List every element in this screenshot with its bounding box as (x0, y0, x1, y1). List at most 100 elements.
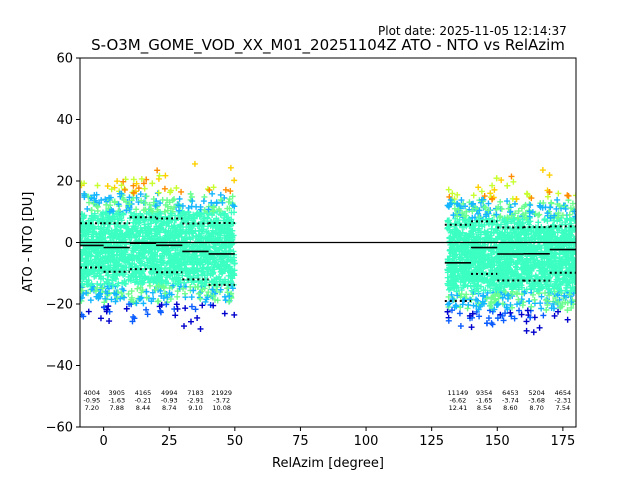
data-point (217, 234, 224, 241)
data-point (527, 202, 534, 209)
data-point (173, 185, 180, 192)
data-point (143, 294, 150, 301)
data-point (130, 182, 137, 189)
data-point (538, 293, 545, 300)
data-point (171, 252, 178, 259)
data-point (538, 305, 545, 312)
data-point (515, 271, 522, 278)
data-point (82, 229, 89, 236)
data-point (468, 287, 475, 294)
data-point (464, 236, 471, 243)
bin-stat-text: 12.41 (449, 404, 468, 412)
data-point (566, 230, 573, 237)
data-point (80, 295, 84, 302)
data-point (114, 215, 121, 222)
data-point (118, 290, 125, 297)
y-tick-label: −20 (46, 298, 73, 313)
data-point (198, 279, 205, 286)
x-tick-label: 75 (292, 434, 309, 449)
data-point (222, 186, 229, 193)
data-point (212, 257, 219, 264)
data-point (152, 286, 159, 293)
x-tick-label: 150 (485, 434, 510, 449)
data-point (206, 236, 213, 243)
data-point (569, 200, 576, 207)
data-point (130, 176, 137, 183)
data-point (105, 214, 112, 221)
data-point (506, 243, 513, 250)
data-point (561, 292, 568, 299)
data-point (527, 275, 534, 282)
data-point (129, 270, 136, 277)
data-point (108, 296, 115, 303)
data-point (102, 196, 109, 203)
data-point (479, 298, 486, 305)
data-point (88, 207, 95, 214)
bin-stat-text: 9354 (476, 389, 493, 397)
data-point (87, 257, 94, 264)
data-point (141, 185, 148, 192)
data-point (166, 285, 173, 292)
data-point (123, 305, 130, 312)
data-point (481, 193, 488, 200)
data-point (534, 226, 541, 233)
data-point (524, 191, 531, 198)
data-point (208, 261, 215, 268)
data-point (106, 208, 113, 215)
bin-stat-text: 7.88 (109, 404, 123, 412)
data-point (227, 257, 234, 264)
data-point (211, 244, 218, 251)
data-point (123, 207, 130, 214)
data-point (499, 216, 506, 223)
data-point (136, 219, 143, 226)
data-point (466, 232, 473, 239)
data-point (103, 258, 110, 265)
data-point (115, 210, 122, 217)
data-point (140, 180, 147, 187)
data-point (126, 201, 133, 208)
data-point (202, 282, 209, 289)
data-point (506, 232, 513, 239)
bin-stat-text: 6453 (502, 389, 519, 397)
data-point (85, 308, 92, 315)
bin-stat-labels: 4004-0.957.20 3905-1.637.88 4165-0.218.44 4… (83, 389, 571, 412)
data-point (535, 287, 542, 294)
data-point (211, 276, 218, 283)
data-point (194, 283, 201, 290)
data-point (97, 315, 104, 322)
data-point (160, 284, 167, 291)
data-point (158, 262, 165, 269)
data-point (465, 277, 472, 284)
x-tick-label: 0 (99, 434, 107, 449)
data-point (227, 278, 234, 285)
data-point (450, 212, 457, 219)
data-point (167, 296, 174, 303)
data-point (199, 302, 206, 309)
bin-stat-text: 7.54 (556, 404, 570, 412)
data-point (114, 228, 121, 235)
data-point (453, 303, 460, 310)
data-point (544, 193, 551, 200)
data-point (182, 305, 189, 312)
data-point (162, 213, 169, 220)
data-point (99, 285, 106, 292)
data-point (476, 313, 483, 320)
data-point (143, 255, 150, 262)
data-point (172, 312, 179, 319)
data-point (480, 292, 487, 299)
data-point (130, 313, 137, 320)
data-point (137, 260, 144, 267)
data-point (521, 203, 528, 210)
data-point (172, 280, 179, 287)
data-point (188, 303, 195, 310)
data-point (162, 265, 169, 272)
data-point (543, 297, 550, 304)
data-point (226, 293, 233, 300)
data-point (467, 269, 474, 276)
chart-title: S-O3M_GOME_VOD_XX_M01_20251104Z ATO - NT… (91, 36, 565, 55)
data-point (154, 167, 161, 174)
data-point (460, 282, 467, 289)
data-point (556, 240, 563, 247)
data-point (215, 223, 222, 230)
data-point (560, 276, 567, 283)
